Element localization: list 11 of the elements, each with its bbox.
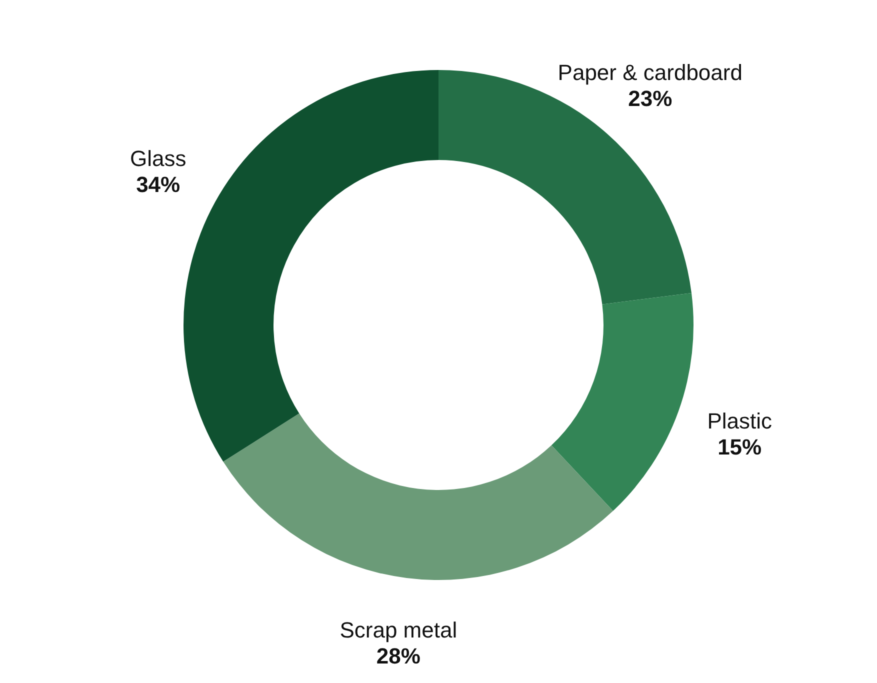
donut-slice <box>551 293 694 511</box>
slice-label: Glass <box>130 146 186 171</box>
slice-label: Scrap metal <box>340 617 458 642</box>
data-label: 28% <box>376 643 420 668</box>
data-label: 15% <box>718 434 762 460</box>
data-label: 34% <box>136 172 180 197</box>
data-label: 23% <box>628 86 672 111</box>
slice-label: Paper & cardboard <box>558 60 742 85</box>
slice-label: Plastic <box>707 408 772 434</box>
donut-slice <box>223 413 614 580</box>
donut-slice <box>184 70 438 462</box>
